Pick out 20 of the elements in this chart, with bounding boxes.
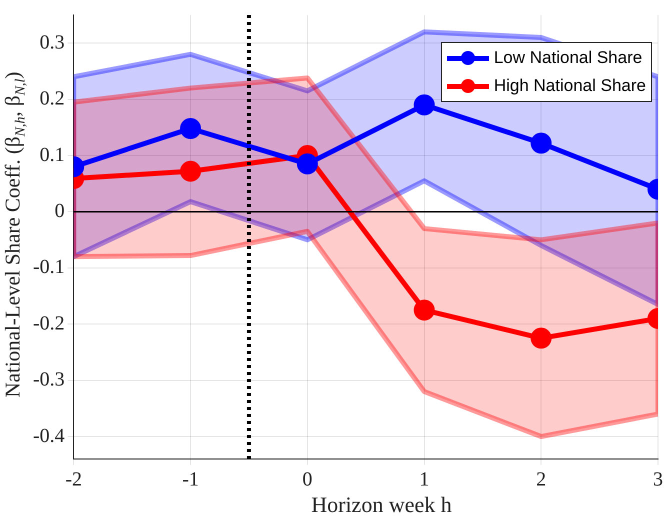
x-tick-label: 3	[653, 468, 663, 490]
y-tick-label: 0.2	[40, 88, 65, 110]
point	[414, 94, 435, 116]
x-tick-label: 1	[419, 468, 430, 490]
point	[296, 153, 318, 174]
x-tick-label: -2	[65, 468, 82, 490]
legend-label: Low National Share	[494, 48, 642, 68]
x-tick-label: -1	[182, 468, 199, 490]
x-tick-label: 0	[302, 468, 312, 490]
y-tick-label: -0.4	[32, 424, 65, 447]
y-tick-label: 0.1	[40, 144, 65, 166]
y-tick-label: 0.3	[40, 31, 65, 54]
y-tick-label: -0.1	[32, 256, 65, 278]
y-tick-label: -0.2	[32, 312, 65, 334]
point	[414, 300, 435, 321]
y-tick-label: -0.3	[32, 368, 65, 391]
y-tick-label: 0	[54, 200, 65, 222]
legend-label: High National Share	[494, 76, 646, 96]
x-tick-label: 2	[536, 468, 546, 490]
x-axis-title: Horizon week h	[310, 492, 453, 518]
